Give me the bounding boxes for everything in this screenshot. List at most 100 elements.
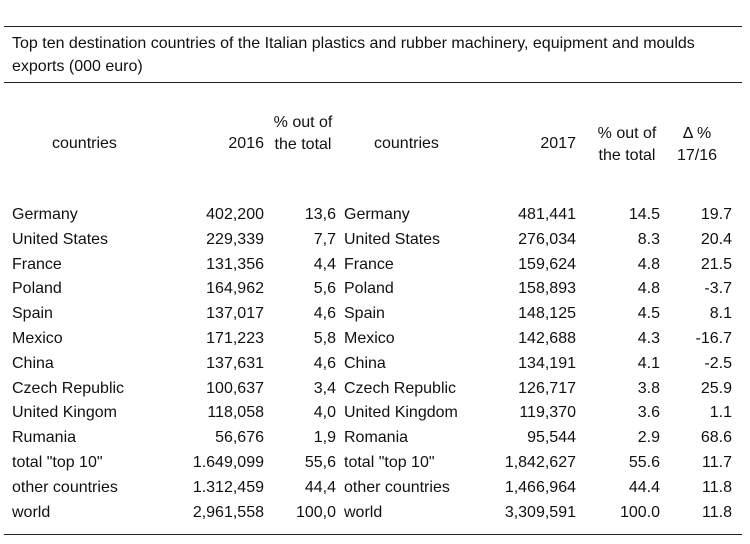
share-2016-cell: 44,4: [304, 478, 336, 496]
country-2017-cell: Spain: [344, 305, 385, 323]
table-row: Czech Republic 100,637 3,4 Czech Republic 12…: [4, 377, 742, 402]
country-2017-cell: France: [344, 255, 394, 273]
header-pct-2017: % out of the total: [597, 125, 657, 164]
value-2016-cell: 131,356: [206, 255, 264, 273]
country-2017-cell: United States: [344, 230, 441, 248]
share-2016-cell: 100,0: [295, 503, 336, 521]
table-row: China 137,631 4,6 China 134,191 4.1 -2.5: [4, 352, 742, 377]
share-2017-cell: 3.6: [637, 404, 660, 422]
delta-cell: 68.6: [700, 429, 732, 447]
share-2016-cell: 4,4: [313, 255, 336, 273]
table-row: other countries 1.312,459 44,4 other countr…: [4, 476, 742, 501]
table-row: United Kingom 118,058 4,0 United Kingdom 119…: [4, 401, 742, 426]
country-2017-cell: Czech Republic: [344, 379, 457, 397]
share-2016-cell: 7,7: [313, 230, 336, 248]
share-2016-cell: 4,0: [313, 404, 336, 422]
delta-cell: 11.7: [702, 453, 732, 471]
value-2017-cell: 126,717: [518, 379, 576, 397]
table-row: world 2,961,558 100,0 world 3,309,591 100.0 11…: [4, 501, 742, 526]
share-2017-cell: 4.5: [637, 305, 660, 323]
country-2016-cell: other countries: [12, 478, 118, 496]
country-2017-cell: Germany: [344, 206, 410, 223]
table-row: Poland 164,962 5,6 Poland 158,893 4.8 -3.7: [4, 277, 742, 302]
value-2017-cell: 1,466,964: [504, 478, 576, 496]
country-2016-cell: France: [12, 255, 62, 273]
header-2017: 2017: [540, 135, 576, 152]
table-row: Rumania 56,676 1,9 Romania 95,544 2.9 68.6: [4, 426, 742, 451]
country-2017-cell: China: [344, 354, 386, 372]
country-2017-cell: United Kingdom: [344, 404, 458, 422]
share-2017-cell: 55.6: [628, 453, 660, 471]
value-2017-cell: 481,441: [518, 206, 576, 223]
country-2016-cell: total "top 10": [12, 453, 103, 471]
value-2016-cell: 402,200: [206, 206, 264, 223]
country-2017-cell: Poland: [344, 280, 394, 298]
table-title: Top ten destination countries of the Ita…: [12, 35, 695, 75]
table-row: Spain 137,017 4,6 Spain 148,125 4.5 8.1: [4, 302, 742, 327]
share-2017-cell: 4.1: [637, 354, 660, 372]
value-2016-cell: 2,961,558: [192, 503, 264, 521]
share-2017-cell: 44.4: [628, 478, 660, 496]
export-table: Top ten destination countries of the Ita…: [4, 26, 742, 536]
value-2016-cell: 171,223: [206, 329, 264, 347]
delta-cell: 20.4: [700, 230, 732, 248]
value-2016-cell: 164,962: [206, 280, 264, 298]
share-2017-cell: 2.9: [637, 429, 660, 447]
share-2016-cell: 1,9: [313, 429, 336, 447]
header-pct-2016: % out of the total: [273, 114, 333, 153]
table-row: Germany 402,200 13,6 Germany 481,441 14.5 19.7: [4, 203, 742, 228]
bottom-rule: [4, 534, 742, 535]
share-2016-cell: 13,6: [304, 206, 336, 223]
table-row: total "top 10" 1.649,099 55,6 total "top 10…: [4, 451, 742, 476]
value-2016-cell: 229,339: [206, 230, 264, 248]
delta-cell: 1.1: [709, 404, 732, 422]
value-2017-cell: 158,893: [518, 280, 576, 298]
value-2016-cell: 118,058: [207, 404, 264, 422]
share-2016-cell: 55,6: [304, 453, 336, 471]
delta-cell: -2.5: [704, 354, 732, 372]
share-2017-cell: 8.3: [637, 230, 660, 248]
country-2016-cell: Mexico: [12, 329, 63, 347]
value-2016-cell: 100,637: [206, 379, 264, 397]
country-2016-cell: United States: [12, 230, 109, 248]
delta-cell: 19.7: [700, 206, 732, 223]
header-countries-2017: countries: [374, 135, 439, 152]
value-2017-cell: 159,624: [518, 255, 576, 273]
country-2016-cell: Rumania: [12, 429, 77, 447]
value-2017-cell: 3,309,591: [504, 503, 576, 521]
value-2017-cell: 134,191: [518, 354, 576, 372]
share-2017-cell: 4.8: [637, 280, 660, 298]
share-2016-cell: 4,6: [313, 305, 336, 323]
value-2017-cell: 148,125: [518, 305, 576, 323]
share-2017-cell: 4.3: [637, 329, 660, 347]
value-2017-cell: 142,688: [518, 329, 576, 347]
table-row: France 131,356 4,4 France 159,624 4.8 21.5: [4, 253, 742, 278]
value-2017-cell: 119,370: [519, 404, 576, 422]
share-2016-cell: 3,4: [313, 379, 336, 397]
value-2016-cell: 1.312,459: [192, 478, 264, 496]
title-rule: [4, 82, 742, 83]
value-2016-cell: 56,676: [215, 429, 264, 447]
delta-cell: 11.8: [702, 478, 732, 496]
country-2016-cell: world: [12, 503, 51, 521]
share-2017-cell: 14.5: [628, 206, 660, 223]
country-2017-cell: world: [344, 503, 383, 521]
value-2016-cell: 1.649,099: [192, 453, 264, 471]
top-rule: [4, 26, 742, 27]
value-2016-cell: 137,017: [206, 305, 264, 323]
country-2016-cell: Germany: [12, 206, 78, 223]
table-row: United States 229,339 7,7 United States 276,…: [4, 228, 742, 253]
share-2017-cell: 3.8: [637, 379, 660, 397]
table-body: Germany 402,200 13,6 Germany 481,441 14.5 19.7…: [4, 203, 742, 525]
share-2016-cell: 5,8: [313, 329, 336, 347]
country-2016-cell: Spain: [12, 305, 53, 323]
delta-cell: 8.1: [709, 305, 732, 323]
country-2016-cell: United Kingom: [12, 404, 117, 422]
delta-cell: 25.9: [700, 379, 732, 397]
delta-cell: 21.5: [700, 255, 732, 273]
table-row: Mexico 171,223 5,8 Mexico 142,688 4.3 -16.7: [4, 327, 742, 352]
country-2017-cell: other countries: [344, 478, 450, 496]
header-2016: 2016: [228, 135, 264, 152]
share-2017-cell: 100.0: [619, 503, 660, 521]
delta-cell: -16.7: [695, 329, 732, 347]
